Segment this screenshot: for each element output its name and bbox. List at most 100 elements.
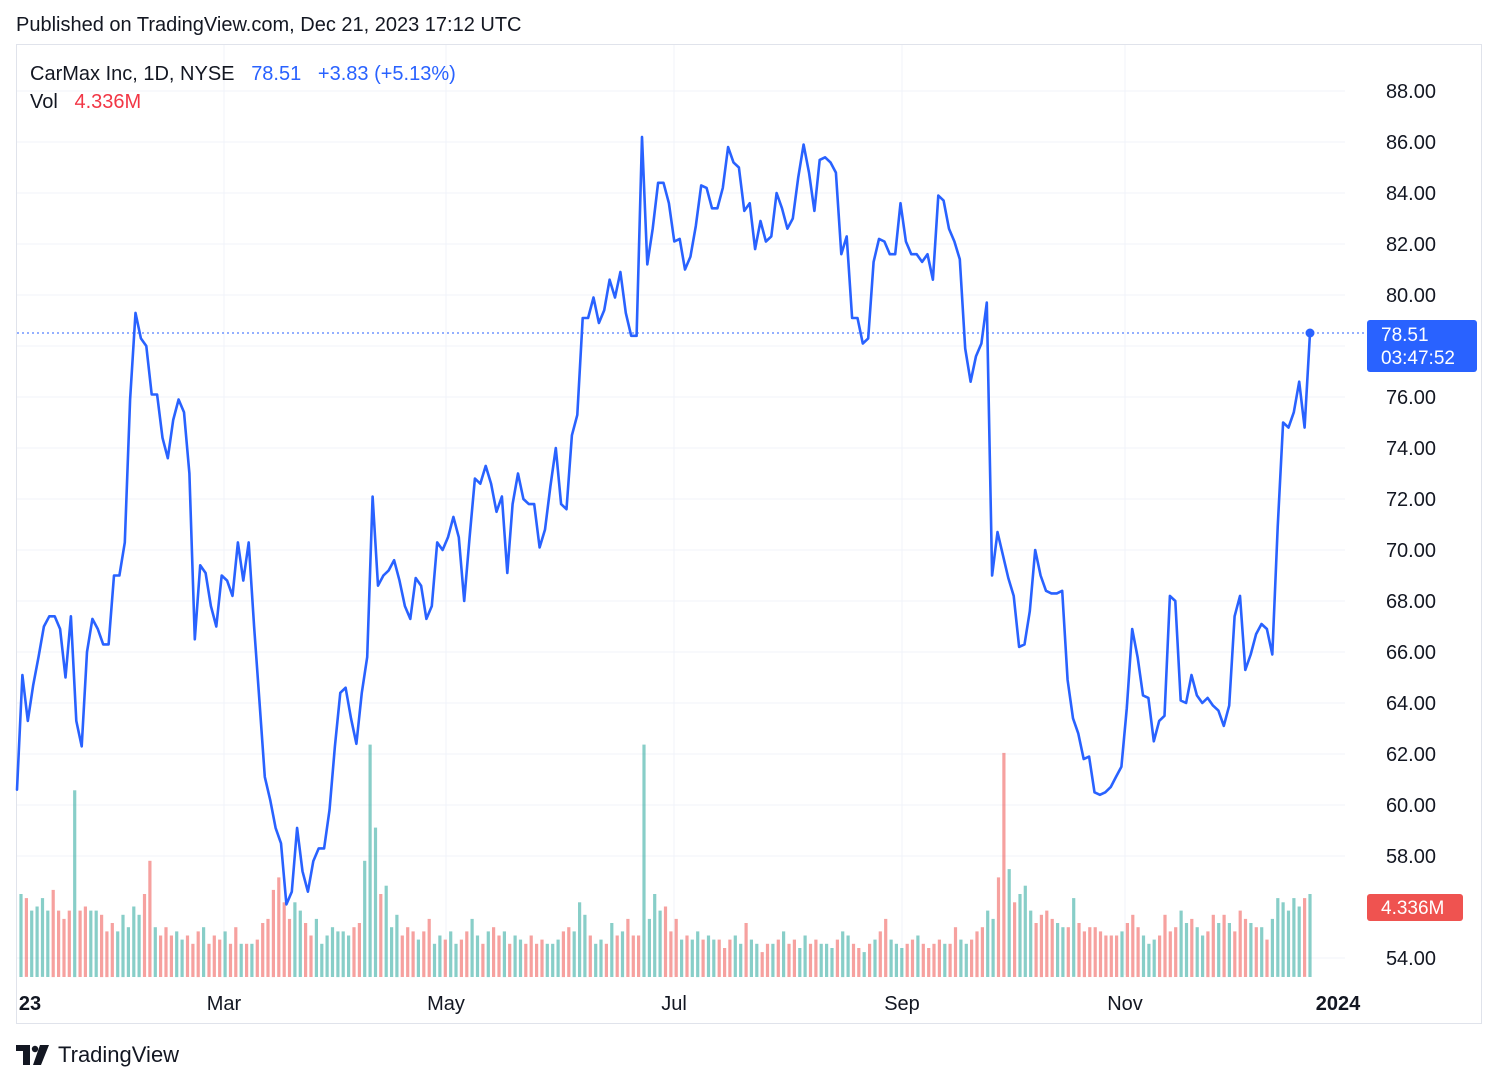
volume-bar — [825, 943, 829, 977]
volume-bar — [680, 939, 684, 977]
legend-symbol: CarMax Inc, 1D, NYSE — [30, 63, 235, 85]
volume-bar — [744, 923, 748, 977]
volume-bar — [631, 935, 635, 977]
y-tick-label: 70.00 — [1386, 540, 1436, 562]
volume-bar — [121, 914, 125, 978]
volume-bar — [545, 943, 549, 977]
volume-bar — [535, 943, 539, 977]
volume-bar — [862, 952, 866, 977]
volume-bar — [943, 943, 947, 977]
volume-bar — [330, 927, 335, 977]
volume-bar — [588, 935, 592, 977]
volume-bar — [685, 935, 689, 977]
volume-bar — [1276, 898, 1280, 977]
volume-bar — [1077, 923, 1081, 977]
price-label-countdown: 03:47:52 — [1381, 348, 1455, 369]
y-tick-label: 72.00 — [1386, 489, 1436, 511]
volume-bar — [1297, 906, 1301, 977]
volume-bar — [287, 918, 292, 977]
volume-bar — [271, 889, 275, 978]
volume-bar — [116, 931, 120, 978]
volume-bar — [35, 906, 39, 977]
volume-bar — [481, 943, 485, 977]
volume-bar — [432, 943, 437, 977]
footer-brand[interactable]: TradingView — [16, 1040, 179, 1070]
volume-bar — [1286, 910, 1291, 977]
volume-bar — [701, 939, 705, 977]
volume-bar — [540, 939, 544, 977]
volume-bar — [986, 910, 990, 977]
volume-bar — [771, 943, 775, 977]
volume-bar — [390, 927, 394, 977]
volume-bar — [905, 943, 909, 977]
volume-bar — [578, 902, 582, 977]
volume-bar — [674, 918, 678, 977]
volume-bar — [642, 744, 646, 977]
volume-bar — [851, 943, 856, 977]
volume-bar — [148, 860, 152, 977]
volume-bar — [486, 931, 490, 978]
volume-bar — [1303, 898, 1307, 977]
x-tick-label: Jul — [661, 993, 687, 1015]
volume-bar — [46, 910, 50, 977]
volume-bar — [583, 914, 587, 978]
volume-bar — [1201, 935, 1205, 977]
volume-bar — [1050, 918, 1054, 977]
volume-bar — [1013, 902, 1017, 977]
volume-bar — [959, 939, 963, 977]
volume-bar — [83, 906, 87, 977]
y-tick-label: 62.00 — [1386, 744, 1436, 766]
volume-bar — [89, 910, 93, 977]
volume-bar — [57, 910, 61, 977]
volume-bar — [1109, 935, 1113, 977]
volume-bar — [30, 910, 34, 977]
volume-bar — [309, 935, 313, 977]
volume-bar — [1131, 914, 1135, 978]
volume-bar — [1066, 927, 1070, 977]
volume-bar — [846, 935, 850, 977]
volume-bar — [653, 894, 657, 977]
volume-bar — [250, 943, 254, 977]
y-axis: 88.0086.0084.0082.0080.0078.0076.0074.00… — [1386, 81, 1436, 970]
volume-bar — [1034, 923, 1038, 977]
volume-bar — [266, 918, 270, 977]
volume-bar — [1254, 927, 1258, 977]
volume-bar — [1265, 939, 1269, 977]
volume-bar — [1136, 927, 1140, 977]
volume-bar — [953, 927, 958, 977]
volume-bar — [94, 910, 98, 977]
volume-bar — [1249, 923, 1253, 977]
x-tick-label: Nov — [1107, 993, 1143, 1015]
volume-label-value: 4.336M — [1381, 898, 1444, 919]
volume-bar — [1120, 931, 1124, 978]
volume-bar — [916, 935, 920, 977]
price-label-value: 78.51 — [1381, 325, 1429, 346]
volume-bar — [819, 943, 823, 977]
volume-bar — [1174, 927, 1178, 977]
volume-bar — [1061, 927, 1065, 977]
volume-bar — [142, 894, 147, 977]
tradingview-logo-icon — [16, 1045, 49, 1065]
volume-bar — [830, 948, 834, 977]
legend-vol-value: 4.336M — [74, 91, 142, 113]
volume-bar — [470, 918, 474, 977]
volume-bar — [304, 923, 308, 977]
volume-bar — [78, 910, 82, 977]
volume-bar — [739, 943, 743, 977]
volume-bar — [411, 931, 415, 978]
volume-bar — [175, 931, 179, 978]
volume-bar — [760, 952, 764, 977]
grid-lines — [17, 45, 1345, 975]
volume-bar — [604, 943, 608, 977]
volume-bar — [894, 943, 898, 977]
y-tick-label: 66.00 — [1386, 642, 1436, 664]
y-tick-label: 84.00 — [1386, 183, 1436, 205]
volume-bar — [1002, 752, 1006, 977]
volume-bar — [24, 898, 28, 977]
volume-bar — [889, 939, 893, 977]
volume-bar — [1007, 869, 1011, 977]
volume-bar — [518, 939, 523, 977]
volume-bar — [749, 939, 753, 977]
volume-bar — [1152, 939, 1156, 977]
